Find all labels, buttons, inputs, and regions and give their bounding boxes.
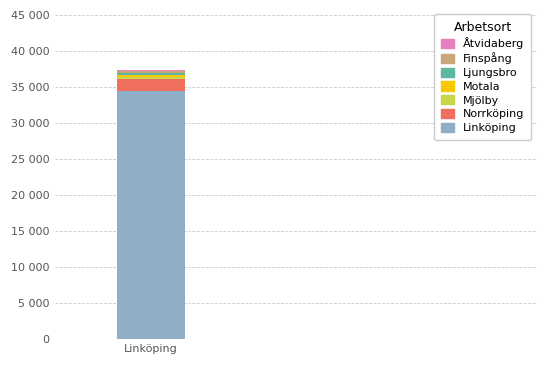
Bar <box>117 71 185 73</box>
Bar <box>117 79 185 91</box>
Bar <box>117 73 185 75</box>
Legend: Åtvidaberg, Finspång, Ljungsbro, Motala, Mjölby, Norrköping, Linköping: Åtvidaberg, Finspång, Ljungsbro, Motala,… <box>435 14 532 140</box>
Bar <box>117 70 185 71</box>
Bar <box>117 77 185 79</box>
Bar <box>117 75 185 77</box>
Bar <box>117 91 185 339</box>
